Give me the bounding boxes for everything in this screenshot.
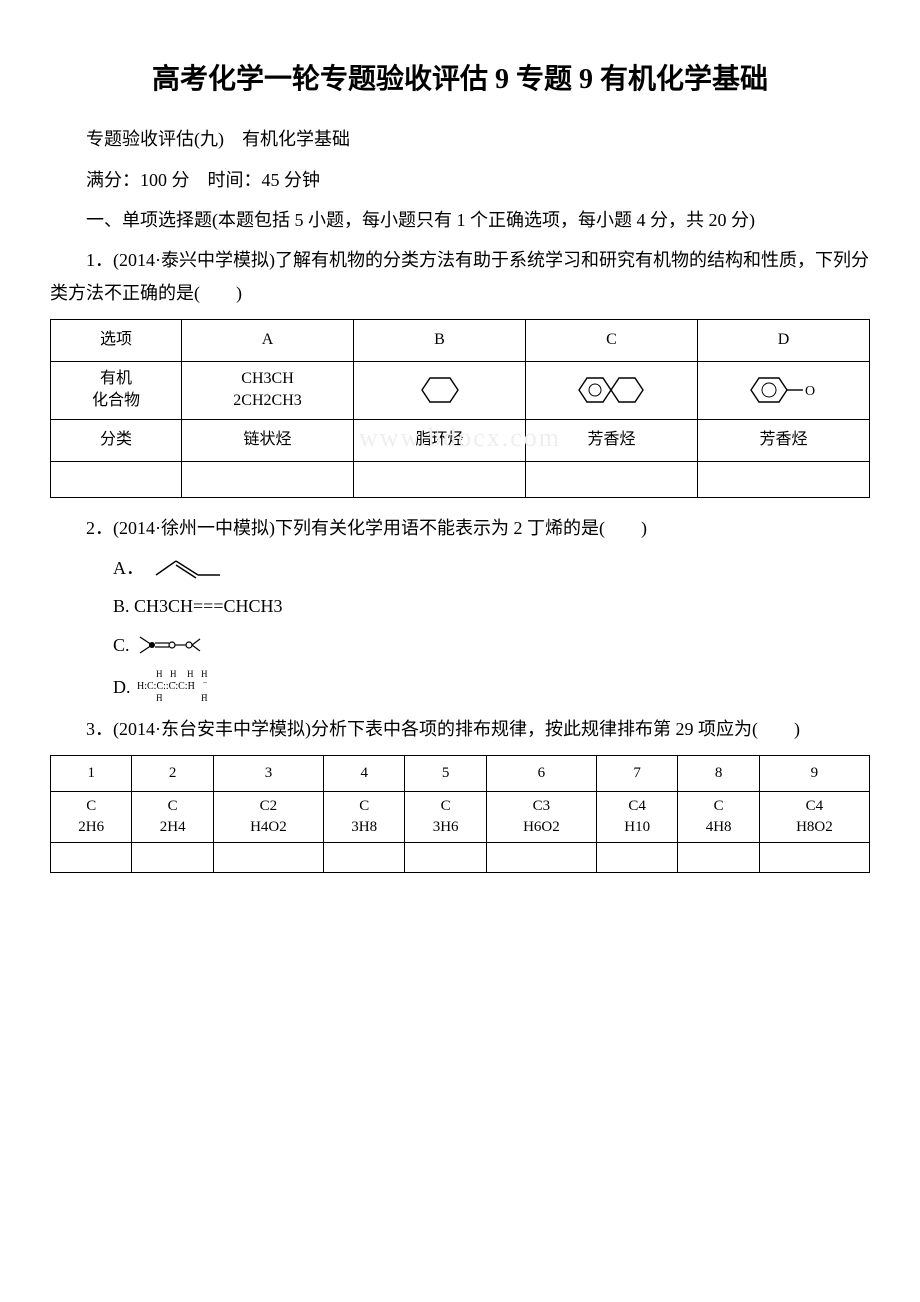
option-label: D. bbox=[113, 671, 131, 703]
cell-text: C4H8 bbox=[706, 798, 732, 835]
doc-title: 高考化学一轮专题验收评估 9 专题 9 有机化学基础 bbox=[50, 60, 870, 99]
empty-cell bbox=[486, 843, 596, 873]
header-cell: D bbox=[697, 320, 869, 362]
question-1: 1．(2014·泰兴中学模拟)了解有机物的分类方法有助于系统学习和研究有机物的结… bbox=[50, 244, 870, 309]
table-row: 有机化合物 CH3CH2CH2CH3 O bbox=[51, 361, 870, 419]
ball-stick-icon bbox=[134, 631, 204, 659]
question-3-table: 1 2 3 4 5 6 7 8 9 C2H6 C2H4 C2H4O2 C3H8 … bbox=[50, 755, 870, 873]
empty-cell bbox=[51, 843, 132, 873]
question-3: 3．(2014·东台安丰中学模拟)分析下表中各项的排布规律，按此规律排布第 29… bbox=[50, 713, 870, 745]
cell-text: C3H6 bbox=[433, 798, 459, 835]
num-cell: 1 bbox=[51, 756, 132, 792]
empty-cell bbox=[51, 461, 182, 497]
option-label: B. CH3CH===CHCH3 bbox=[113, 590, 282, 622]
category-cell: 脂环烃 bbox=[354, 419, 526, 461]
formula-cell: C4H8O2 bbox=[759, 792, 869, 843]
formula-cell: C2H6 bbox=[51, 792, 132, 843]
svg-text:..: .. bbox=[203, 688, 207, 697]
header-cell: A bbox=[182, 320, 354, 362]
formula-cell: C3H8 bbox=[323, 792, 404, 843]
structure-cell bbox=[526, 361, 698, 419]
cell-text: C3H8 bbox=[351, 798, 377, 835]
svg-text:..: .. bbox=[172, 676, 176, 685]
empty-cell bbox=[182, 461, 354, 497]
svg-text:..: .. bbox=[189, 676, 193, 685]
empty-cell bbox=[678, 843, 759, 873]
lewis-structure-icon: H:C:C::C:C:H H H H H H H .. .. .. .. .. … bbox=[135, 667, 245, 707]
formula-cell: C4H8 bbox=[678, 792, 759, 843]
category-cell: 芳香烃 bbox=[526, 419, 698, 461]
cyclohexane-icon bbox=[416, 370, 464, 410]
header-cell: 选项 bbox=[51, 320, 182, 362]
formula-cell: C3H6O2 bbox=[486, 792, 596, 843]
table-row: 1 2 3 4 5 6 7 8 9 bbox=[51, 756, 870, 792]
empty-cell bbox=[697, 461, 869, 497]
empty-cell bbox=[596, 843, 677, 873]
num-cell: 7 bbox=[596, 756, 677, 792]
question-1-table: 选项 A B C D 有机化合物 CH3CH2CH2CH3 bbox=[50, 319, 870, 497]
category-cell: 链状烃 bbox=[182, 419, 354, 461]
phenol-icon: O bbox=[745, 370, 821, 410]
option-b: B. CH3CH===CHCH3 bbox=[113, 590, 870, 622]
empty-cell bbox=[323, 843, 404, 873]
cell-text: 有机化合物 bbox=[92, 370, 140, 409]
score-line: 满分：100 分 时间：45 分钟 bbox=[50, 164, 870, 196]
table-row: 选项 A B C D bbox=[51, 320, 870, 362]
subtitle: 专题验收评估(九) 有机化学基础 bbox=[50, 123, 870, 155]
section-heading: 一、单项选择题(本题包括 5 小题，每小题只有 1 个正确选项，每小题 4 分，… bbox=[50, 204, 870, 236]
cell-text: C4H10 bbox=[624, 798, 650, 835]
empty-cell bbox=[132, 843, 213, 873]
empty-cell bbox=[354, 461, 526, 497]
category-cell: 芳香烃 bbox=[697, 419, 869, 461]
num-cell: 3 bbox=[213, 756, 323, 792]
svg-text:H:C:C::C:C:H: H:C:C::C:C:H bbox=[137, 681, 195, 692]
empty-cell bbox=[526, 461, 698, 497]
cell-text: CH3CH2CH2CH3 bbox=[233, 370, 301, 409]
formula-cell: C4H10 bbox=[596, 792, 677, 843]
num-cell: 2 bbox=[132, 756, 213, 792]
question-2: 2．(2014·徐州一中模拟)下列有关化学用语不能表示为 2 丁烯的是( ) bbox=[50, 512, 870, 544]
svg-text:..: .. bbox=[158, 676, 162, 685]
table-row: C2H6 C2H4 C2H4O2 C3H8 C3H6 C3H6O2 C4H10 … bbox=[51, 792, 870, 843]
num-cell: 5 bbox=[405, 756, 486, 792]
svg-text:..: .. bbox=[203, 676, 207, 685]
skeletal-formula-icon bbox=[148, 553, 228, 583]
cell-text: C2H4O2 bbox=[250, 798, 287, 835]
formula-cell: C2H4O2 bbox=[213, 792, 323, 843]
table-row bbox=[51, 843, 870, 873]
row-label-cell: 有机化合物 bbox=[51, 361, 182, 419]
option-label: C. bbox=[113, 629, 130, 661]
table-row: 分类 链状烃 脂环烃 芳香烃 芳香烃 bbox=[51, 419, 870, 461]
svg-text:O: O bbox=[805, 384, 815, 399]
empty-cell bbox=[213, 843, 323, 873]
num-cell: 6 bbox=[486, 756, 596, 792]
header-cell: B bbox=[354, 320, 526, 362]
cell-text: C3H6O2 bbox=[523, 798, 560, 835]
formula-cell: C2H4 bbox=[132, 792, 213, 843]
naphthalene-icon bbox=[577, 370, 645, 410]
num-cell: 4 bbox=[323, 756, 404, 792]
option-d: D. H:C:C::C:C:H H H H H H H .. .. .. .. … bbox=[113, 667, 870, 707]
cell-text: C2H6 bbox=[78, 798, 104, 835]
num-cell: 8 bbox=[678, 756, 759, 792]
option-label: A． bbox=[113, 552, 144, 584]
option-c: C. bbox=[113, 629, 870, 661]
row-label-cell: 分类 bbox=[51, 419, 182, 461]
empty-cell bbox=[405, 843, 486, 873]
num-cell: 9 bbox=[759, 756, 869, 792]
table-row bbox=[51, 461, 870, 497]
formula-cell: C3H6 bbox=[405, 792, 486, 843]
header-cell: C bbox=[526, 320, 698, 362]
empty-cell bbox=[759, 843, 869, 873]
option-a: A． bbox=[113, 552, 870, 584]
structure-cell: O bbox=[697, 361, 869, 419]
cell-text: C2H4 bbox=[160, 798, 186, 835]
structure-cell bbox=[354, 361, 526, 419]
formula-cell: CH3CH2CH2CH3 bbox=[182, 361, 354, 419]
svg-text:..: .. bbox=[158, 688, 162, 697]
cell-text: C4H8O2 bbox=[796, 798, 833, 835]
